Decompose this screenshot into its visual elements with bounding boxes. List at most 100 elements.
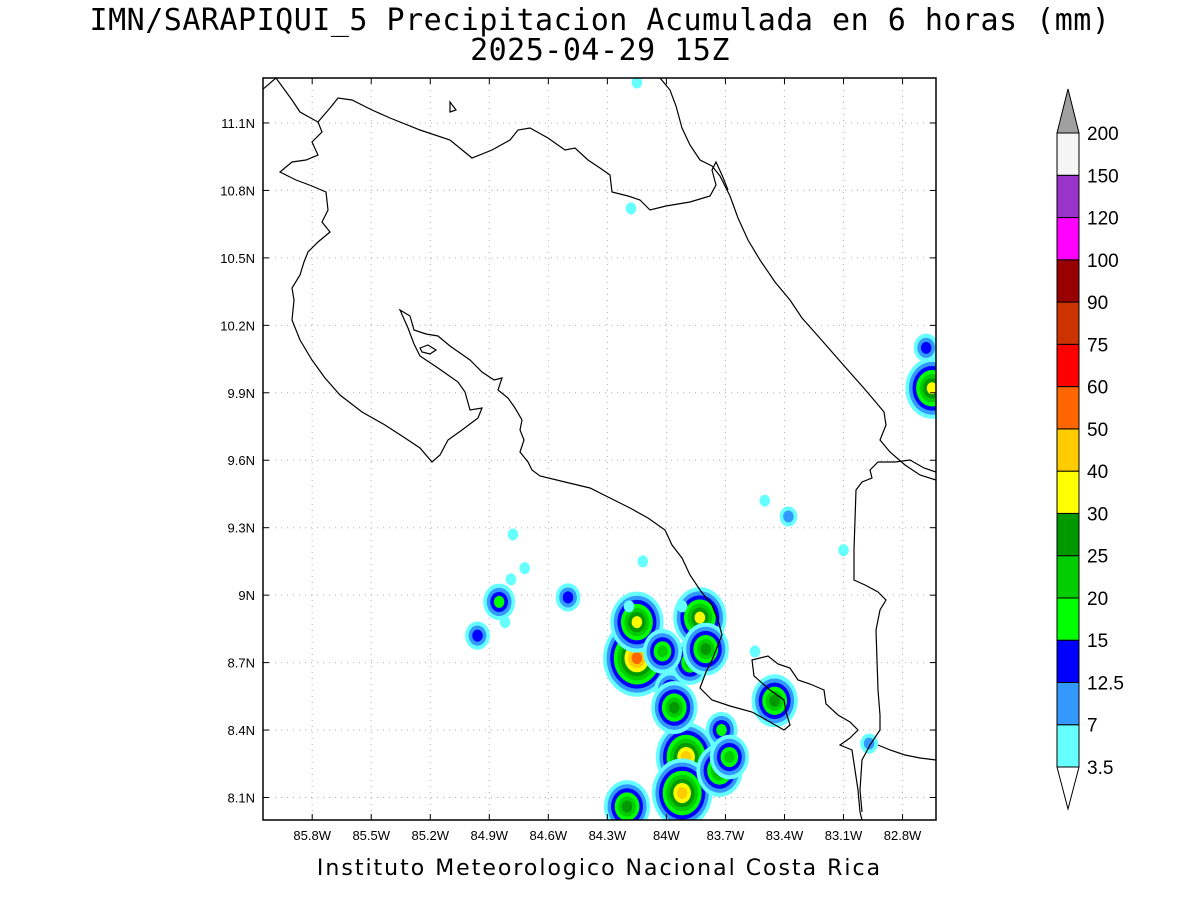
lat-tick-label: 10.8N: [220, 183, 255, 198]
burica-coast: [877, 744, 936, 761]
precip-contour-level-0: [637, 555, 649, 568]
colorbar-label: 60: [1087, 378, 1108, 399]
lon-tick-label: 83.7W: [707, 828, 745, 843]
lat-tick-label: 9.9N: [228, 386, 255, 401]
colorbar-box: [1056, 259, 1080, 303]
precipitation-contours: [465, 78, 936, 820]
lon-tick-label: 84.9W: [471, 828, 509, 843]
precip-contour-level-5: [669, 701, 680, 714]
precip-cell: [676, 600, 688, 613]
colorbar-box: [1056, 301, 1080, 345]
precip-cell: [779, 506, 798, 527]
precip-contour-level-7: [676, 787, 688, 800]
pacific-coastline: [275, 78, 863, 820]
lat-tick-label: 8.1N: [228, 791, 255, 806]
lat-tick-label: 11.1N: [221, 116, 255, 131]
lon-tick-label: 84.3W: [589, 828, 627, 843]
precip-cell: [555, 583, 581, 612]
precip-contour-level-2: [472, 629, 483, 642]
precip-contour-level-0: [625, 202, 637, 215]
precip-contour-level-0: [499, 616, 511, 629]
precip-cell: [603, 780, 651, 820]
precip-contour-level-0: [507, 528, 519, 541]
colorbar-box: [1056, 428, 1080, 472]
precip-contour-level-0: [623, 600, 635, 613]
colorbar-label: 15: [1087, 631, 1108, 652]
precip-cell: [623, 600, 635, 613]
colorbar-label: 30: [1087, 504, 1108, 525]
northern-border: [263, 78, 729, 211]
gulf-islet: [449, 100, 457, 113]
precip-cell: [759, 494, 771, 507]
precip-cell: [682, 622, 729, 676]
lon-tick-label: 85.8W: [293, 828, 331, 843]
precip-cell: [465, 621, 490, 650]
colorbar-box: [1056, 217, 1080, 261]
map-axes: 85.8W 85.5W 85.2W 84.9W 84.6W 84.3W 84W 83.7W 83…: [220, 78, 936, 843]
precip-cell: [709, 734, 749, 780]
nicaragua-coast: [659, 78, 713, 167]
map-grid: [263, 78, 936, 820]
lon-tick-label: 84.6W: [530, 828, 568, 843]
lon-tick-label: 85.2W: [411, 828, 449, 843]
colorbar-under-triangle: [1056, 766, 1080, 811]
colorbar-box: [1056, 597, 1080, 641]
coastline: [263, 78, 936, 820]
precip-cell: [625, 202, 637, 215]
colorbar-box: [1056, 639, 1080, 683]
precip-cell: [751, 674, 798, 728]
colorbar-box: [1056, 343, 1080, 388]
colorbar-label: 150: [1087, 166, 1119, 187]
precip-cell: [905, 357, 936, 419]
precip-cell: [651, 758, 713, 820]
colorbar-box: [1056, 555, 1080, 599]
colorbar-label: 90: [1087, 293, 1108, 314]
panama-border: [853, 459, 936, 813]
plot-frame: [262, 77, 937, 821]
colorbar-box: [1056, 470, 1080, 514]
colorbar-label: 12.5: [1087, 673, 1124, 694]
precip-cell: [913, 333, 936, 362]
lon-tick-label: 83.1W: [825, 828, 863, 843]
colorbar-label: 40: [1087, 462, 1108, 483]
precip-contour-level-0: [631, 78, 643, 89]
precip-contour-level-5: [700, 643, 712, 656]
colorbar-label: 20: [1087, 589, 1108, 610]
caribbean-coastline: [711, 165, 936, 481]
precip-contour-level-6: [631, 616, 643, 629]
precip-contour-level-0: [676, 600, 688, 613]
precip-cell: [642, 629, 683, 674]
colorbar-label: 25: [1087, 547, 1108, 568]
colorbar-box: [1056, 681, 1080, 726]
lon-tick-label: 83.4W: [766, 828, 804, 843]
colorbar: 3.5 7 12.5 15 20 25 30 40 50 60 75 90 100 120 150 200: [1056, 88, 1124, 811]
precip-contour-level-8: [631, 652, 643, 665]
precip-cell: [637, 555, 649, 568]
precip-cell: [499, 616, 511, 629]
precip-contour-level-3: [493, 595, 505, 608]
lat-tick-label: 10.5N: [220, 251, 255, 266]
precip-contour-level-4: [657, 645, 668, 658]
lon-tick-label: 84W: [653, 828, 680, 843]
precip-contour-level-4: [724, 751, 735, 764]
precip-contour-level-2: [920, 341, 932, 354]
lat-tick-label: 10.2N: [220, 318, 255, 333]
precip-contour-level-0: [838, 544, 849, 557]
precip-cell: [749, 645, 761, 658]
lat-tick-label: 9.3N: [228, 521, 255, 536]
colorbar-label: 3.5: [1087, 758, 1113, 779]
lon-tick-label: 85.5W: [352, 828, 390, 843]
colorbar-box: [1056, 386, 1080, 430]
colorbar-label: 200: [1087, 124, 1119, 145]
precip-contour-level-6: [926, 382, 936, 395]
colorbar-label: 75: [1087, 335, 1108, 356]
precip-contour-level-1: [783, 510, 794, 523]
lon-tick-label: 82.8W: [884, 828, 922, 843]
precip-contour-level-2: [562, 591, 574, 604]
precip-cell: [651, 681, 698, 734]
precip-contour-level-0: [749, 645, 761, 658]
lat-tick-label: 9.6N: [228, 453, 255, 468]
precip-contour-level-0: [759, 494, 771, 507]
colorbar-label: 100: [1087, 251, 1119, 272]
